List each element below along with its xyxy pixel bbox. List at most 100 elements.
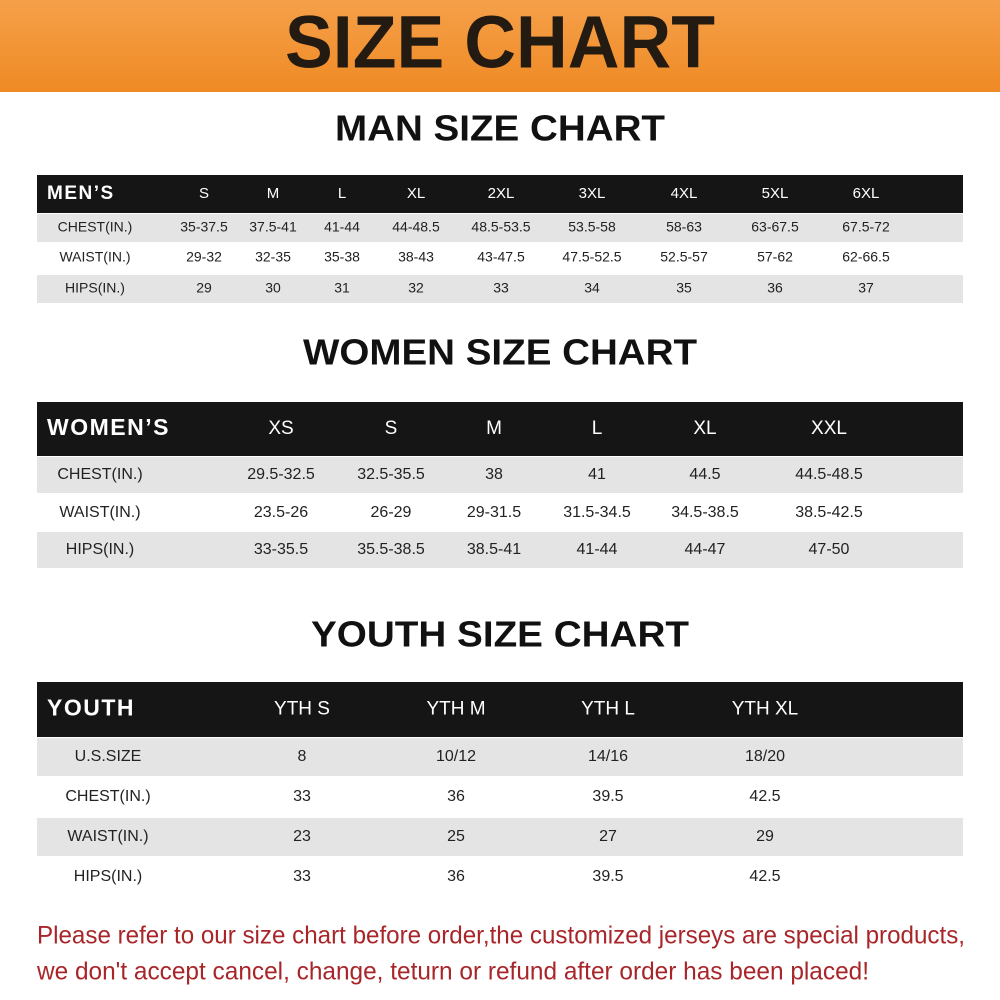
table-header-cell: 4XL — [671, 185, 698, 202]
table-row-shade — [37, 532, 963, 568]
section-title: MAN SIZE CHART — [335, 108, 665, 149]
table-row-shade — [37, 214, 963, 242]
table-cell: 43-47.5 — [477, 249, 525, 265]
table-cell: 10/12 — [436, 748, 476, 765]
table-cell: 35 — [676, 280, 692, 296]
table-cell: 44.5 — [689, 466, 720, 483]
table-header-row — [37, 175, 963, 213]
table-header-cell: YTH S — [274, 699, 330, 720]
table-header-cell: MEN’S — [47, 183, 115, 204]
table-header-cell: YTH M — [426, 699, 485, 720]
table-header-cell: XXL — [811, 418, 847, 439]
table-header-cell: YTH XL — [732, 699, 799, 720]
table-cell: 25 — [447, 828, 465, 845]
table-cell: 30 — [265, 280, 281, 296]
table-header-cell: L — [592, 418, 603, 439]
table-cell: 35.5-38.5 — [357, 541, 425, 558]
table-cell: 38-43 — [398, 249, 434, 265]
table-cell: WAIST(IN.) — [67, 828, 148, 845]
table-cell: 34 — [584, 280, 600, 296]
table-cell: 53.5-58 — [568, 219, 616, 235]
table-cell: 67.5-72 — [842, 219, 890, 235]
table-cell: CHEST(IN.) — [58, 219, 133, 235]
table-cell: 34.5-38.5 — [671, 504, 739, 521]
table-header-row — [37, 682, 963, 737]
table-cell: 14/16 — [588, 748, 628, 765]
table-cell: 29-32 — [186, 249, 222, 265]
table-header-cell: 6XL — [853, 185, 880, 202]
table-cell: 36 — [447, 868, 465, 885]
table-cell: 27 — [599, 828, 617, 845]
table-cell: 33 — [293, 868, 311, 885]
table-cell: 33-35.5 — [254, 541, 308, 558]
table-cell: 48.5-53.5 — [471, 219, 530, 235]
table-cell: CHEST(IN.) — [57, 466, 142, 483]
table-cell: 35-37.5 — [180, 219, 228, 235]
table-cell: 52.5-57 — [660, 249, 708, 265]
table-header-cell: YTH L — [581, 699, 635, 720]
table-cell: 29 — [756, 828, 774, 845]
table-cell: 36 — [767, 280, 783, 296]
table-cell: 47-50 — [809, 541, 850, 558]
table-cell: 18/20 — [745, 748, 785, 765]
table-cell: 38 — [485, 466, 503, 483]
table-header-cell: L — [338, 185, 346, 202]
table-row-shade — [37, 457, 963, 493]
table-header-cell: WOMEN’S — [47, 414, 170, 440]
table-row-shade — [37, 738, 963, 776]
table-header-cell: YOUTH — [47, 695, 135, 721]
table-cell: 42.5 — [749, 788, 780, 805]
table-header-cell: XL — [693, 418, 716, 439]
table-cell: WAIST(IN.) — [59, 249, 130, 265]
table-header-row — [37, 402, 963, 456]
table-cell: 33 — [493, 280, 509, 296]
table-cell: 37.5-41 — [249, 219, 297, 235]
table-cell: 31.5-34.5 — [563, 504, 631, 521]
table-cell: 32.5-35.5 — [357, 466, 425, 483]
table-cell: 39.5 — [592, 788, 623, 805]
table-cell: 63-67.5 — [751, 219, 799, 235]
table-cell: 41 — [588, 466, 606, 483]
table-cell: 31 — [334, 280, 350, 296]
table-cell: 41-44 — [577, 541, 618, 558]
table-cell: 29-31.5 — [467, 504, 521, 521]
table-header-cell: XS — [268, 418, 293, 439]
table-cell: WAIST(IN.) — [59, 504, 140, 521]
table-header-cell: XL — [407, 185, 425, 202]
table-row-shade — [37, 275, 963, 303]
table-cell: U.S.SIZE — [75, 748, 142, 765]
table-cell: 36 — [447, 788, 465, 805]
table-header-cell: S — [199, 185, 209, 202]
header-banner — [0, 0, 1000, 92]
table-cell: 8 — [298, 748, 307, 765]
table-cell: HIPS(IN.) — [65, 280, 125, 296]
table-cell: 32-35 — [255, 249, 291, 265]
table-header-cell: M — [486, 418, 502, 439]
table-cell: 58-63 — [666, 219, 702, 235]
table-cell: 33 — [293, 788, 311, 805]
table-cell: 39.5 — [592, 868, 623, 885]
table-header-cell: M — [267, 185, 280, 202]
notice-line: Please refer to our size chart before or… — [37, 922, 965, 950]
table-cell: 42.5 — [749, 868, 780, 885]
table-cell: 23 — [293, 828, 311, 845]
table-cell: HIPS(IN.) — [74, 868, 142, 885]
table-cell: 29.5-32.5 — [247, 466, 315, 483]
table-header-cell: 2XL — [488, 185, 515, 202]
table-cell: 44-48.5 — [392, 219, 440, 235]
table-cell: 47.5-52.5 — [562, 249, 621, 265]
section-title: YOUTH SIZE CHART — [311, 614, 689, 655]
table-cell: 38.5-42.5 — [795, 504, 863, 521]
table-cell: 26-29 — [371, 504, 412, 521]
table-cell: CHEST(IN.) — [65, 788, 150, 805]
table-header-cell: 5XL — [762, 185, 789, 202]
section-title: WOMEN SIZE CHART — [303, 332, 697, 373]
table-cell: 62-66.5 — [842, 249, 890, 265]
table-cell: 23.5-26 — [254, 504, 308, 521]
table-cell: HIPS(IN.) — [66, 541, 134, 558]
table-row-shade — [37, 818, 963, 856]
table-header-cell: 3XL — [579, 185, 606, 202]
table-cell: 29 — [196, 280, 212, 296]
table-cell: 41-44 — [324, 219, 360, 235]
